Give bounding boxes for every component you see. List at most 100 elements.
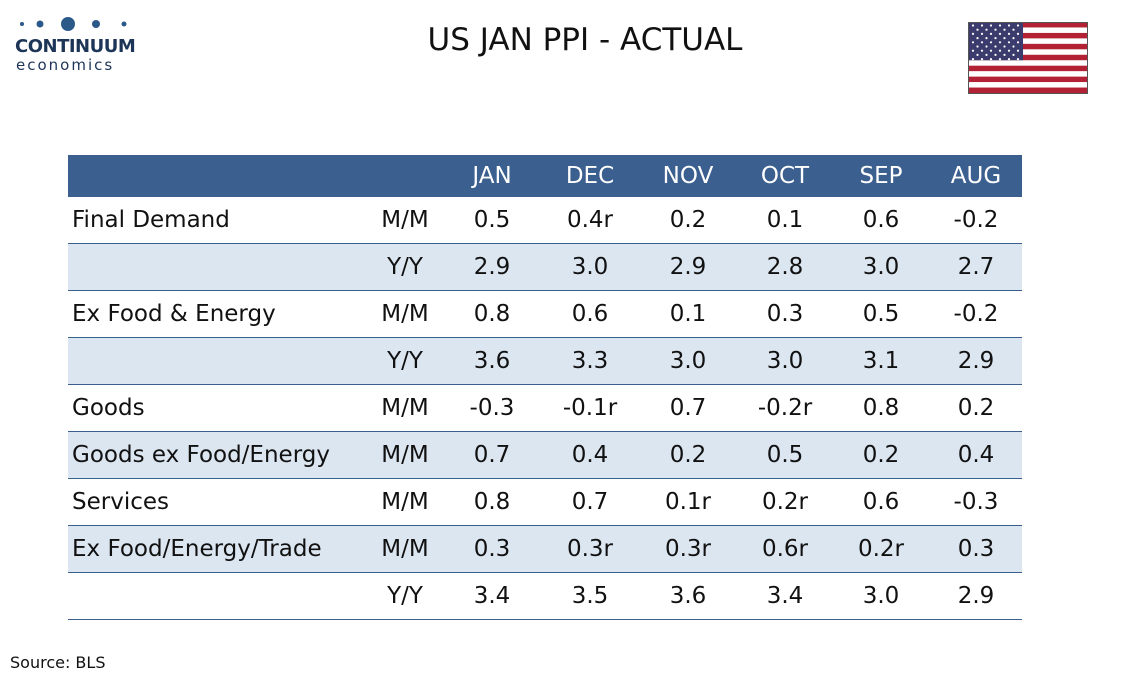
table-cell: 0.1 [766, 207, 804, 233]
flag-part [985, 28, 988, 31]
table-cell: -0.1r [562, 395, 618, 421]
table-cell: 0.2 [957, 395, 995, 421]
column-header: DEC [565, 163, 615, 189]
flag-part [980, 32, 984, 35]
table-cell: -0.2 [953, 301, 999, 327]
flag-part [985, 37, 988, 40]
table-cell: 0.2 [669, 207, 707, 233]
table-cell: 0.6 [571, 301, 609, 327]
table-row: Final Demand M/M 0.5 0.4r 0.2 0.1 0.6 -0.2 [68, 197, 1022, 244]
flag-part [980, 49, 984, 52]
logo-name: CONTINUUM [15, 36, 136, 57]
table-cell: 3.0 [571, 254, 609, 280]
column-header: AUG [950, 163, 1002, 189]
row-label: Services [72, 489, 169, 515]
flag-part [1012, 28, 1015, 31]
table-cell: 2.8 [766, 254, 804, 280]
flag-part [968, 38, 1088, 45]
flag-part [968, 43, 1088, 50]
flag-part [968, 76, 1088, 83]
table-cell: 2.9 [669, 254, 707, 280]
row-measure: M/M [381, 395, 429, 421]
table-cell: 0.3 [766, 301, 804, 327]
logo-dots [20, 17, 127, 31]
flag-part [994, 37, 997, 40]
flag-part [1016, 41, 1020, 44]
flag-part [968, 49, 1088, 56]
flag-part [1007, 58, 1011, 61]
flag-part [980, 41, 984, 44]
flag-part [968, 71, 1088, 77]
flag-part [989, 49, 993, 52]
column-header: JAN [472, 163, 512, 189]
table-cell: 0.4 [957, 442, 995, 468]
flag-part [968, 22, 1088, 28]
table-row: Goods ex Food/Energy M/M 0.7 0.4 0.2 0.5 0.2 0.… [68, 432, 1022, 479]
flag-part [971, 41, 975, 44]
flag-part [1003, 53, 1006, 56]
row-measure: Y/Y [387, 348, 423, 374]
flag-part [1003, 37, 1006, 40]
flag-part [968, 32, 1088, 39]
flag-part [976, 28, 979, 31]
flag-part [998, 49, 1002, 52]
header-row: JAN DEC NOV OCT SEP AUG [68, 155, 1022, 197]
row-label: Final Demand [72, 207, 230, 233]
flag-part [971, 24, 975, 27]
table-cell: 0.7 [473, 442, 511, 468]
column-header: SEP [859, 163, 903, 189]
flag-part [994, 53, 997, 56]
flag-part [1016, 32, 1020, 35]
flag-part [989, 41, 993, 44]
table-cell: 2.7 [957, 254, 995, 280]
flag-part [1012, 53, 1015, 56]
row-measure: M/M [381, 442, 429, 468]
table-row: Goods M/M -0.3 -0.1r 0.7 -0.2r 0.8 0.2 [68, 385, 1022, 432]
flag-part [971, 58, 975, 61]
table-cell: 0.8 [473, 489, 511, 515]
table-row: Services M/M 0.8 0.7 0.1r 0.2r 0.6 -0.3 [68, 479, 1022, 526]
us-flag [968, 22, 1088, 94]
row-measure: Y/Y [387, 583, 423, 609]
table-cell: 0.5 [862, 301, 900, 327]
flag-part [968, 60, 1088, 66]
row-label: Ex Food & Energy [72, 301, 276, 327]
table-cell: 0.3 [473, 536, 511, 562]
flag-part [968, 65, 1088, 72]
table-cell: 0.5 [473, 207, 511, 233]
table-cell: 3.4 [766, 583, 804, 609]
flag-part [971, 49, 975, 52]
flag-part [968, 22, 1088, 94]
title: US JAN PPI - ACTUAL [427, 22, 743, 58]
table-cell: 3.0 [862, 583, 900, 609]
table-row: Ex Food & Energy M/M 0.8 0.6 0.1 0.3 0.5 -0.2 [68, 291, 1022, 338]
table-cell: 0.4r [566, 207, 614, 233]
table-cell: -0.3 [469, 395, 515, 421]
table-row: Y/Y 3.6 3.3 3.0 3.0 3.1 2.9 [68, 338, 1022, 385]
table-cell: 0.8 [473, 301, 511, 327]
flag-part [1007, 24, 1011, 27]
table-cell: 0.7 [571, 489, 609, 515]
flag-part [985, 45, 988, 48]
table-cell: 0.5 [766, 442, 804, 468]
flag-part [985, 53, 988, 56]
flag-part [1016, 49, 1020, 52]
table-cell: 3.5 [571, 583, 609, 609]
table-cell: 0.2 [862, 442, 900, 468]
flag-part [1012, 45, 1015, 48]
flag-part [1007, 32, 1011, 35]
row-measure: M/M [381, 489, 429, 515]
flag-part [976, 53, 979, 56]
column-header: OCT [760, 163, 810, 189]
row-measure: M/M [381, 301, 429, 327]
flag-part [968, 82, 1088, 88]
source: Source: BLS [10, 653, 106, 672]
flag-part [968, 54, 1088, 61]
flag-part [1007, 41, 1011, 44]
flag-part [1007, 49, 1011, 52]
table-cell: 0.2r [761, 489, 809, 515]
table-cell: -0.2 [953, 207, 999, 233]
table-cell: 0.1r [664, 489, 712, 515]
table-cell: 2.9 [957, 583, 995, 609]
flag-part [998, 41, 1002, 44]
